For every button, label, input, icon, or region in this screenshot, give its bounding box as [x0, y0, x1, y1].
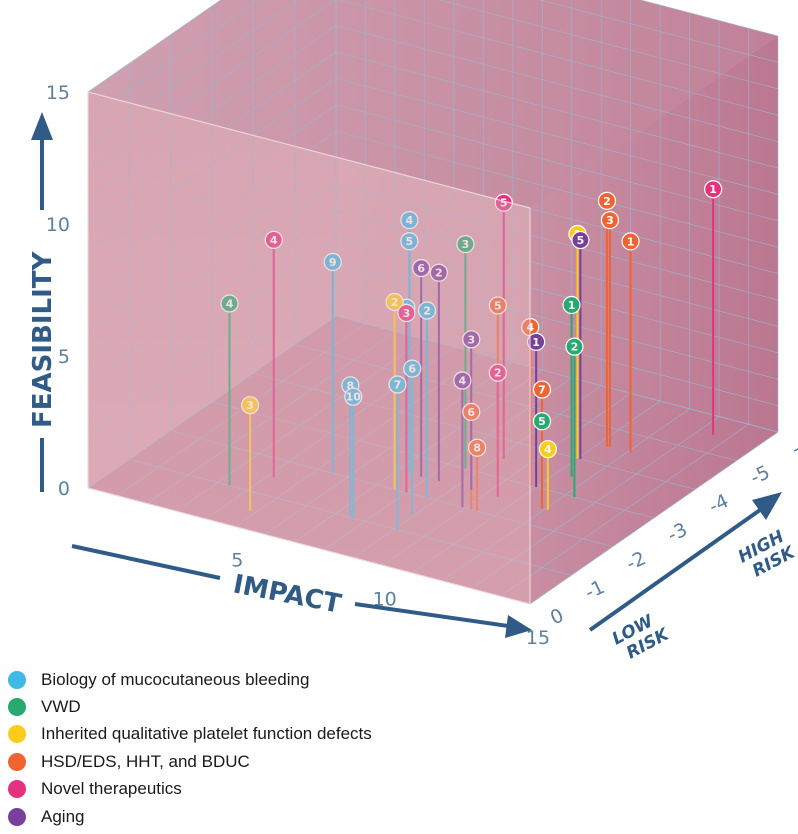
grid-line [500, 423, 749, 597]
front-edge [87, 91, 531, 605]
marker-dot [704, 180, 723, 199]
marker-label: 5 [538, 415, 546, 428]
z-tick-label: -6 [788, 433, 798, 461]
legend-item: HSD/EDS, HHT, and BDUC [8, 748, 372, 775]
z-tick-label: -3 [664, 519, 690, 547]
legend-label: Novel therapeutics [41, 779, 182, 799]
legend-swatch [8, 725, 26, 744]
legend-item: VWD [8, 693, 372, 720]
marker-label: 3 [606, 214, 614, 227]
marker-dot [600, 211, 620, 230]
legend-label: Biology of mucocutaneous bleeding [41, 669, 310, 689]
marker-label: 4 [544, 443, 552, 456]
x-tick-label: 5 [231, 550, 243, 572]
z-tick-label: 0 [547, 604, 567, 629]
marker-label: 1 [627, 235, 635, 248]
marker-label: 1 [568, 299, 576, 312]
x-tick-label: 10 [373, 588, 397, 610]
marker-dot [538, 440, 557, 459]
y-tick-label: 15 [46, 82, 70, 104]
grid-line [335, 104, 779, 222]
marker-label: 1 [709, 183, 717, 196]
grid-line [335, 130, 779, 248]
z-axis-label-low: LOWRISK [609, 607, 674, 660]
z-tick-label: -1 [582, 576, 608, 604]
marker-dot [562, 295, 581, 315]
data-marker: 5 [571, 230, 590, 250]
y-tick-label: 0 [58, 478, 70, 500]
legend-swatch [8, 807, 26, 826]
grid-line [639, 0, 779, 37]
legend-swatch [8, 698, 26, 717]
marker-label: 1 [532, 336, 540, 349]
legend-label: HSD/EDS, HHT, and BDUC [41, 751, 250, 771]
data-marker: 1 [621, 232, 640, 251]
legend-swatch [8, 670, 26, 689]
data-marker: 1 [562, 295, 581, 315]
grid-line [529, 431, 779, 605]
y-axis-title: FEASIBILITY [28, 112, 58, 492]
data-marker: 7 [532, 380, 552, 399]
y-tick-label: 10 [46, 214, 70, 236]
marker-label: 2 [603, 195, 611, 208]
grid-line [337, 0, 779, 116]
legend-item: Inherited qualitative platelet function … [8, 721, 372, 748]
grid-line [335, 25, 779, 142]
marker-dot [565, 337, 584, 356]
legend-item: Novel therapeutics [8, 776, 372, 803]
legend-item: Biology of mucocutaneous bleeding [8, 666, 372, 693]
marker-dot [532, 380, 552, 399]
legend-swatch [8, 752, 26, 771]
legend-label: VWD [41, 697, 81, 717]
y-tick-label: 5 [58, 346, 70, 368]
legend-label: Aging [41, 806, 85, 826]
x-tick-label: 15 [526, 627, 550, 649]
legend-swatch [8, 780, 26, 799]
3d-scatter-chart: 123456789101234512341234567812345123456 … [28, 0, 798, 660]
marker-dot [571, 230, 590, 250]
data-marker: 4 [538, 440, 557, 459]
marker-dot [621, 232, 640, 251]
legend: Biology of mucocutaneous bleeding VWD Inhe… [8, 666, 372, 830]
marker-label: 5 [577, 234, 585, 247]
data-marker: 2 [565, 337, 584, 356]
data-marker: 1 [704, 180, 723, 199]
front-wall [88, 92, 530, 604]
data-marker: 5 [532, 412, 552, 431]
data-marker: 3 [600, 211, 620, 230]
grid-line [438, 0, 779, 90]
marker-label: 7 [538, 384, 546, 397]
z-axis-label-high: HIGHRISK [735, 525, 798, 584]
z-tick-label: -5 [747, 461, 773, 489]
legend-label: Inherited qualitative platelet function … [41, 724, 372, 744]
grid-line [335, 51, 779, 169]
y-axis-label: FEASIBILITY [28, 250, 58, 428]
front-face [87, 91, 531, 605]
marker-dot [532, 412, 552, 431]
marker-label: 2 [571, 341, 579, 354]
grid-line [538, 0, 779, 63]
legend-item: Aging [8, 803, 372, 830]
marker-dot [597, 191, 617, 210]
z-tick-label: -4 [706, 490, 732, 518]
grid-line [335, 78, 779, 195]
data-marker: 2 [597, 191, 617, 210]
z-tick-label: -2 [623, 547, 649, 575]
x-axis-label: IMPACT [231, 569, 344, 619]
